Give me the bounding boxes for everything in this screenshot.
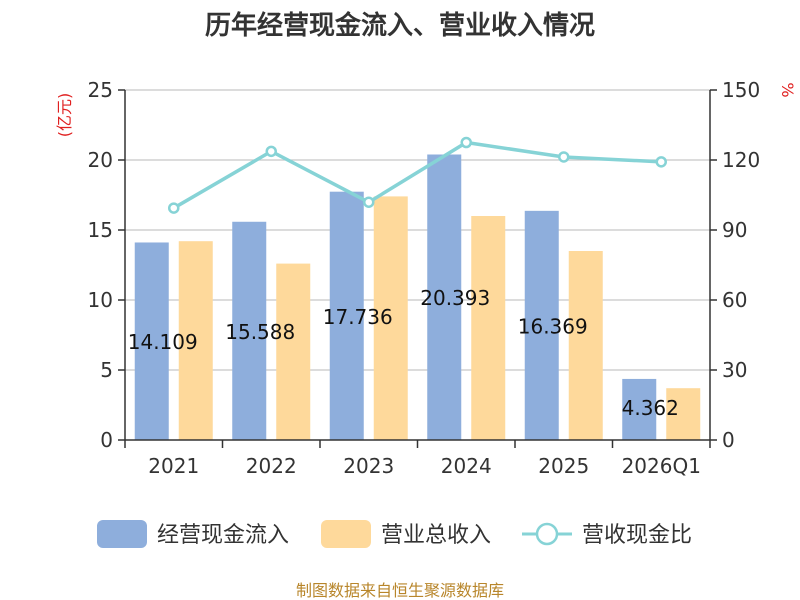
y-left-unit: (亿元): [55, 93, 74, 138]
legend: 经营现金流入 营业总收入 营收现金比: [97, 520, 692, 548]
y-left-tick-label: 5: [100, 358, 113, 382]
bar-data-label: 17.736: [323, 305, 393, 329]
bar-cash-inflow: [329, 191, 364, 440]
y-right-tick-label: 60: [722, 288, 747, 312]
ratio-point: [265, 145, 277, 158]
ratio-point: [655, 156, 667, 168]
ratio-line: [172, 140, 662, 210]
x-tick-label: 2024: [441, 454, 492, 478]
x-tick-label: 2023: [343, 454, 394, 478]
bar-revenue: [178, 241, 213, 440]
legend-item: 经营现金流入: [97, 520, 289, 548]
legend-item: 营业总收入: [321, 520, 491, 548]
y-left-tick-label: 15: [88, 218, 113, 242]
bar-data-label: 4.362: [622, 396, 679, 420]
ratio-point: [363, 196, 375, 208]
y-right-tick-label: 30: [722, 358, 747, 382]
bar-revenue: [373, 196, 408, 440]
bar-revenue: [276, 263, 311, 440]
ratio-point: [168, 202, 180, 214]
line-layer: [168, 136, 667, 214]
source-note: 制图数据来自恒生聚源数据库: [296, 581, 504, 600]
y-right-tick-label: 150: [722, 78, 760, 102]
bar-data-label: 14.109: [128, 330, 198, 354]
legend-label: 营收现金比: [582, 523, 692, 548]
y-right-unit: %: [778, 82, 797, 97]
y-left-tick-label: 10: [88, 288, 113, 312]
ratio-point: [558, 151, 570, 163]
y-right-tick-label: 120: [722, 148, 760, 172]
x-tick-label: 2025: [538, 454, 589, 478]
bar-cash-inflow: [232, 221, 267, 440]
bar-cash-inflow: [524, 210, 559, 440]
y-right-tick-label: 0: [722, 428, 735, 452]
legend-marker: [535, 522, 559, 546]
chart-title: 历年经营现金流入、营业收入情况: [205, 10, 595, 41]
y-left-tick-label: 0: [100, 428, 113, 452]
bar-revenue: [666, 388, 701, 440]
y-right-tick-label: 90: [722, 218, 747, 242]
bar-data-label: 15.588: [225, 320, 295, 344]
labels-layer: 14.109 15.588 17.736 20.393 16.369 4.362: [128, 286, 679, 420]
legend-item: 营收现金比: [522, 522, 692, 548]
x-tick-label: 2022: [246, 454, 297, 478]
bars-layer: [134, 154, 701, 441]
y-left-tick-label: 25: [88, 78, 113, 102]
x-tick-label: 2021: [148, 454, 199, 478]
ratio-point: [460, 136, 472, 149]
x-tick-label: 2026Q1: [622, 454, 701, 478]
bar-revenue: [471, 216, 506, 440]
bar-data-label: 16.369: [518, 314, 588, 338]
bar-cash-inflow: [134, 242, 169, 440]
legend-label: 营业总收入: [381, 523, 491, 548]
legend-swatch: [321, 520, 371, 548]
bar-data-label: 20.393: [420, 286, 490, 310]
legend-swatch: [97, 520, 147, 548]
bar-cash-inflow: [427, 154, 462, 441]
bar-revenue: [568, 251, 603, 440]
y-left-tick-label: 20: [88, 148, 113, 172]
legend-label: 经营现金流入: [157, 523, 289, 548]
bar-cash-inflow: [622, 378, 657, 440]
